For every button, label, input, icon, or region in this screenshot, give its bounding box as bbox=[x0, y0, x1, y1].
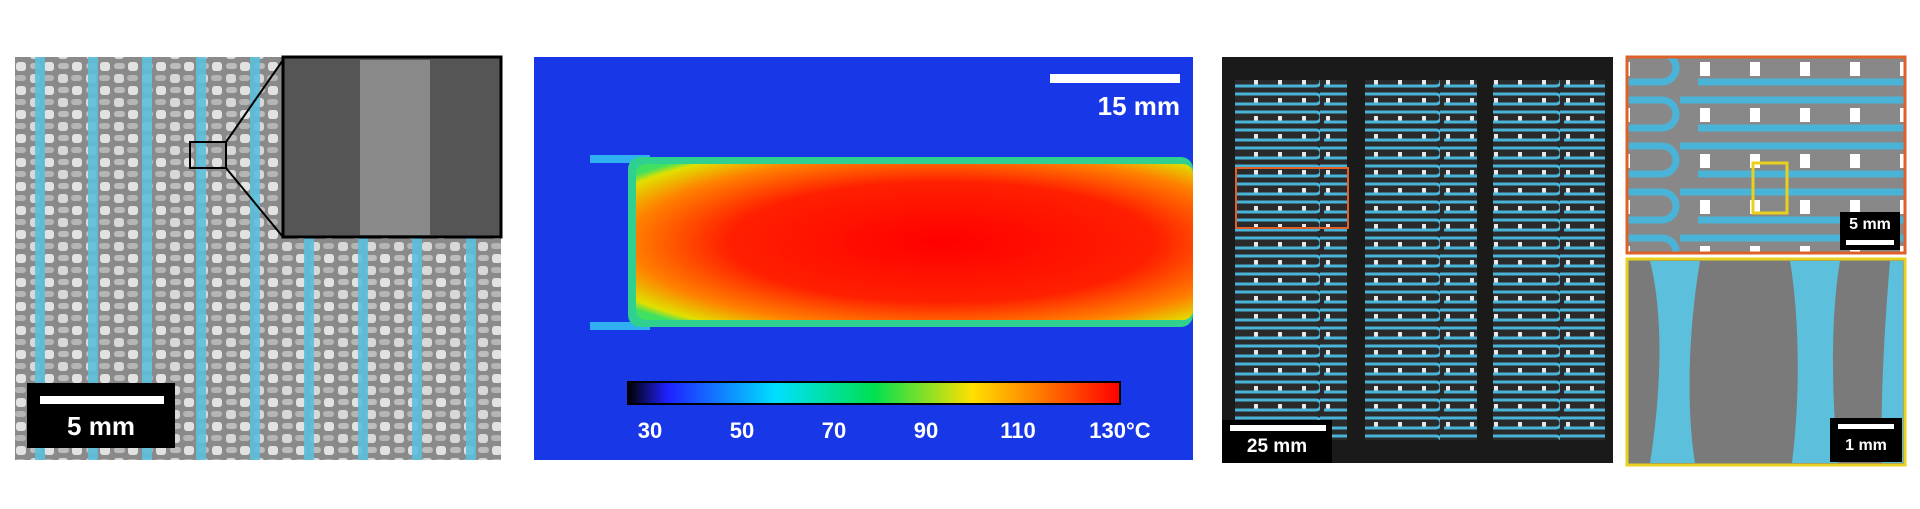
fiber bbox=[1650, 261, 1700, 463]
scale-bar bbox=[1838, 424, 1894, 429]
colorbar-tick-label: 70 bbox=[822, 418, 846, 443]
colorbar-tick-label: 90 bbox=[914, 418, 938, 443]
inset-fiber bbox=[360, 60, 430, 235]
colorbar-ticks: 30 50 70 90 110 130°C bbox=[638, 418, 1151, 443]
scale-box bbox=[27, 383, 175, 448]
heater-1 bbox=[1235, 80, 1347, 440]
scale-bar bbox=[1050, 74, 1180, 83]
colorbar-tick-label: 110 bbox=[1000, 418, 1036, 443]
zoom-lines bbox=[225, 59, 284, 238]
zoom-box bbox=[1235, 167, 1349, 229]
scale-label: 5 mm bbox=[1849, 216, 1891, 233]
fiber bbox=[1881, 261, 1903, 463]
zoom-box bbox=[189, 141, 227, 169]
wire bbox=[590, 155, 650, 163]
heater-2 bbox=[1365, 80, 1477, 440]
scale-bar bbox=[1846, 240, 1894, 245]
scale-label: 5 mm bbox=[67, 411, 135, 441]
fibers bbox=[35, 57, 476, 460]
heater-3 bbox=[1493, 80, 1605, 440]
fiber bbox=[1790, 261, 1840, 463]
colorbar bbox=[627, 381, 1121, 405]
heater bbox=[636, 164, 1193, 320]
scale-bar bbox=[40, 396, 164, 404]
zoom-box bbox=[1751, 161, 1789, 215]
colorbar-tick-label: 30 bbox=[638, 418, 662, 443]
scale-label: 25 mm bbox=[1247, 436, 1307, 457]
scale-label: 15 mm bbox=[1098, 91, 1180, 121]
scale-label: 1 mm bbox=[1845, 437, 1887, 454]
colorbar-tick-label: 50 bbox=[730, 418, 754, 443]
colorbar-tick-label: 130°C bbox=[1089, 418, 1151, 443]
wire bbox=[590, 322, 650, 330]
scale-bar bbox=[1230, 425, 1326, 431]
